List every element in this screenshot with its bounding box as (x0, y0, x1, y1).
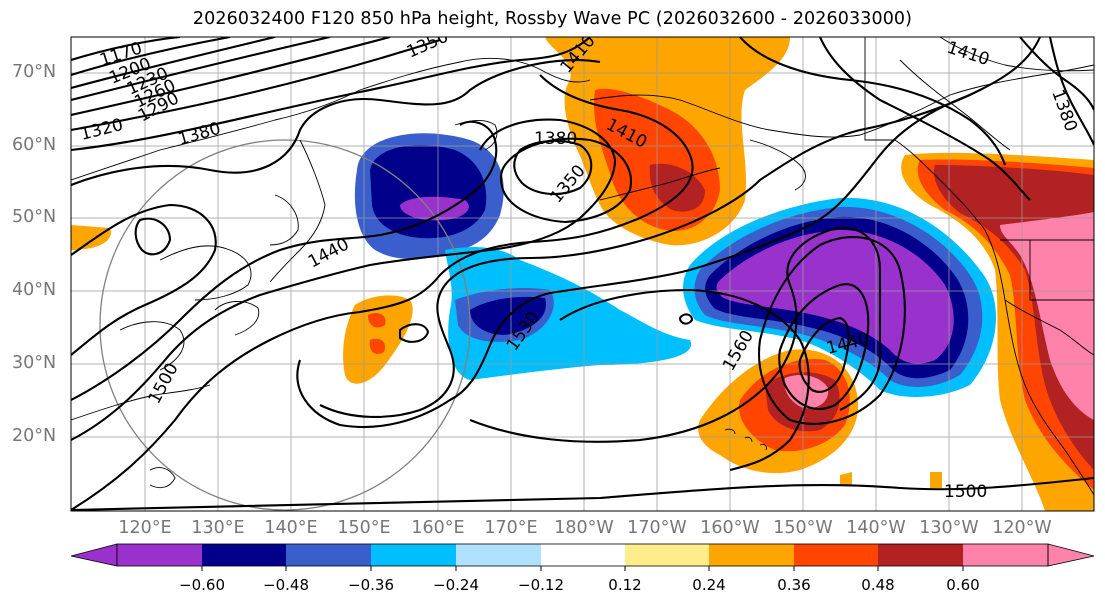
colorbar-bin (117, 544, 202, 566)
gridlines (71, 37, 1094, 511)
lon-label-140e: 140°E (264, 518, 318, 538)
colorbar-bin (709, 544, 794, 566)
lat-label-30n: 30°N (12, 353, 57, 373)
colorbar (70, 543, 1095, 571)
colorbar-bin (541, 544, 625, 566)
colorbar-bin (625, 544, 709, 566)
colorbar-bin (794, 544, 878, 566)
coastlines (71, 37, 1094, 496)
colorbar-tick-label: 0.60 (946, 576, 980, 594)
colorbar-tick-label: 0.36 (777, 576, 811, 594)
lat-label-70n: 70°N (12, 62, 57, 82)
lon-label-140w: 140°W (846, 518, 906, 538)
lon-label-150w: 150°W (773, 518, 833, 538)
colorbar-extend-high (1047, 543, 1095, 567)
anomaly-shading (71, 37, 1094, 511)
colorbar-tick-label: 0.24 (692, 576, 726, 594)
colorbar-bin (456, 544, 541, 566)
colorbar-tick-label: −0.24 (433, 576, 479, 594)
negative-anomaly-central (445, 247, 692, 380)
colorbar-bin (202, 544, 286, 566)
lon-label-180w: 180°W (554, 518, 614, 538)
lat-label-20n: 20°N (12, 426, 57, 446)
contour-label: 1500 (944, 482, 987, 502)
colorbar-bin (878, 544, 963, 566)
lon-label-130e: 130°E (191, 518, 245, 538)
lon-label-120w: 120°W (992, 518, 1052, 538)
lat-label-40n: 40°N (12, 280, 57, 300)
map-title: 2026032400 F120 850 hPa height, Rossby W… (192, 9, 913, 29)
contour-label: 1380 (534, 129, 577, 149)
lon-label-120e: 120°E (118, 518, 172, 538)
map-area: 1170 1200 1230 1260 1290 1320 1380 1350 … (71, 37, 1094, 511)
lon-label-130w: 130°W (919, 518, 979, 538)
lon-label-170e: 170°E (484, 518, 538, 538)
colorbar-tick-label: 0.12 (608, 576, 642, 594)
reference-circle (99, 139, 471, 511)
colorbar-tick-label: −0.60 (179, 576, 225, 594)
lon-label-170w: 170°W (627, 518, 687, 538)
map-frame (70, 36, 1095, 512)
colorbar-tick-label: 0.48 (861, 576, 895, 594)
colorbar-extend-low (70, 543, 118, 567)
colorbar-tick-label: −0.48 (263, 576, 309, 594)
lat-label-60n: 60°N (12, 135, 57, 155)
lon-label-160w: 160°W (700, 518, 760, 538)
lon-label-150e: 150°E (337, 518, 391, 538)
height-contours (71, 37, 1094, 511)
colorbar-bin (963, 544, 1048, 566)
colorbar-tick-label: −0.36 (348, 576, 394, 594)
colorbar-bin (286, 544, 371, 566)
colorbar-bin (371, 544, 456, 566)
lon-label-160e: 160°E (411, 518, 465, 538)
colorbar-tick-label: −0.12 (518, 576, 564, 594)
lat-label-50n: 50°N (12, 207, 57, 227)
